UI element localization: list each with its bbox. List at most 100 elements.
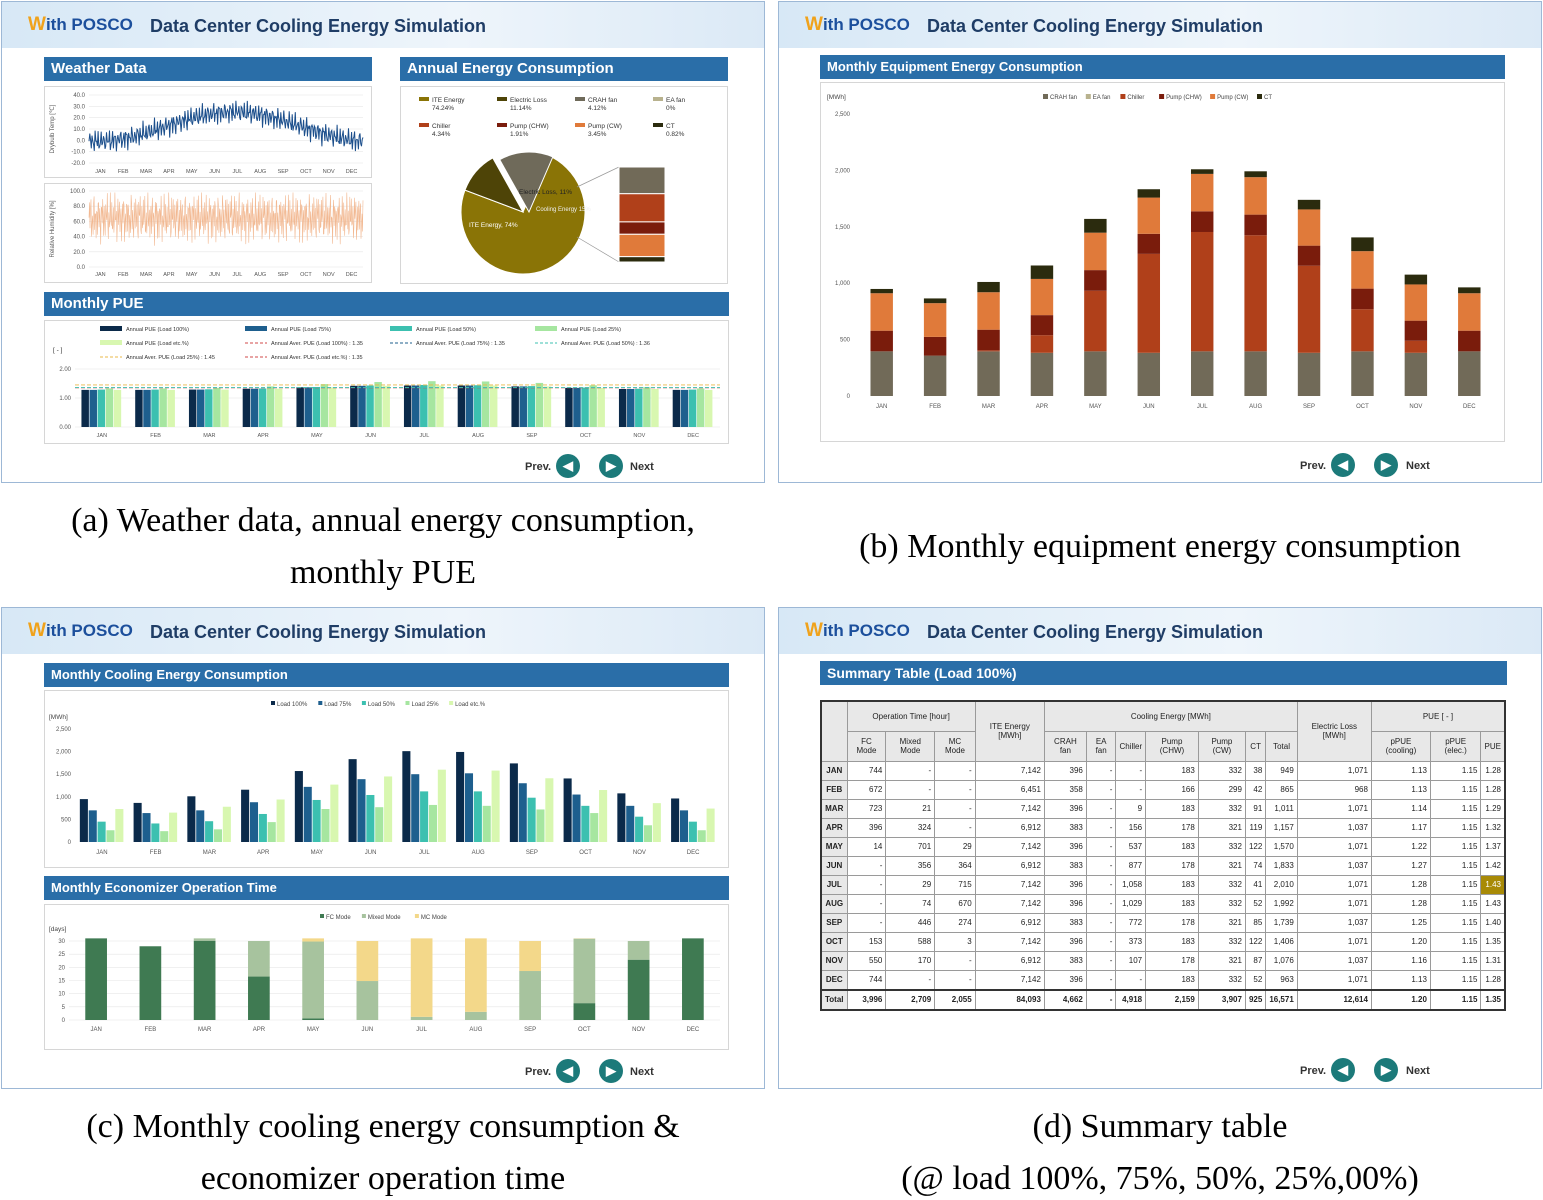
equipment-bar-segment bbox=[923, 303, 947, 337]
month-label: AUG bbox=[254, 272, 266, 278]
next-button[interactable]: ▶ bbox=[599, 454, 623, 478]
value-cell: 170 bbox=[885, 950, 936, 971]
pue-bar bbox=[374, 382, 382, 427]
table-row: NOV 550 170-6,912 383-107 178 321 87 1,076 1,037… bbox=[820, 950, 1506, 971]
prev-button[interactable]: ◀ bbox=[1331, 1058, 1355, 1082]
value-cell: 156 bbox=[1115, 817, 1147, 838]
next-label[interactable]: Next bbox=[630, 1066, 654, 1078]
value-cell: 1.15 bbox=[1429, 817, 1482, 838]
month-label: DEC bbox=[1463, 404, 1476, 410]
value-cell: 2,010 bbox=[1265, 874, 1298, 895]
value-cell: 1,071 bbox=[1296, 798, 1372, 819]
value-cell: 7,142 bbox=[974, 893, 1045, 914]
month-label: JUN bbox=[365, 433, 376, 439]
value-cell: 84,093 bbox=[974, 988, 1045, 1010]
pue-bar bbox=[696, 388, 705, 427]
value-cell: 1.15 bbox=[1429, 950, 1482, 971]
month-label: FEB bbox=[145, 1027, 157, 1033]
legend-label: Electric Loss bbox=[510, 97, 548, 104]
tick-label: 2.00 bbox=[59, 367, 71, 373]
economizer-bar-segment bbox=[627, 959, 650, 1020]
cooling-bar bbox=[473, 791, 482, 842]
value-cell: 1,739 bbox=[1265, 912, 1298, 933]
value-cell: 1,406 bbox=[1265, 931, 1298, 952]
pue-bar bbox=[481, 381, 490, 427]
equipment-bar-segment bbox=[1244, 171, 1267, 178]
economizer-time-chart: FC Mode Mixed Mode MC Mode [days] 30 25 20 15 10… bbox=[49, 914, 720, 1033]
cooling-bar bbox=[258, 813, 267, 842]
prev-label[interactable]: Prev. bbox=[525, 1066, 552, 1078]
legend-swatch bbox=[419, 97, 429, 101]
legend-swatch bbox=[100, 340, 122, 345]
equipment-chart-box: CRAH fan EA fan Chiller Pump (CHW) Pump (CW)… bbox=[820, 82, 1505, 442]
economizer-bar-segment bbox=[519, 971, 541, 1020]
next-button[interactable]: ▶ bbox=[1374, 1058, 1398, 1082]
month-label: AUG bbox=[472, 850, 485, 856]
tick-label: 30.0 bbox=[73, 104, 85, 110]
value-cell: - bbox=[1085, 874, 1117, 895]
legend-swatch bbox=[1043, 94, 1048, 99]
pue-bar bbox=[167, 389, 175, 427]
month-label: JUL bbox=[416, 1027, 427, 1033]
next-button[interactable]: ▶ bbox=[599, 1059, 623, 1083]
tick-label: 0 bbox=[68, 840, 72, 846]
equipment-bar-segment bbox=[1190, 173, 1214, 212]
prev-button[interactable]: ◀ bbox=[1331, 453, 1355, 477]
tick-label: 25 bbox=[58, 952, 65, 958]
pue-bar bbox=[627, 389, 635, 427]
pue-bar bbox=[412, 385, 420, 427]
cooling-energy-chart: Load 100% Load 75% Load 50% Load 25% Load et… bbox=[49, 701, 715, 856]
prev-label[interactable]: Prev. bbox=[1300, 1065, 1327, 1077]
prev-label[interactable]: Prev. bbox=[1300, 460, 1327, 472]
pue-bar bbox=[382, 385, 390, 427]
pue-bar bbox=[105, 388, 114, 427]
economizer-chart-box: FC Mode Mixed Mode MC Mode [days] 30 25 20 15 10… bbox=[44, 904, 729, 1050]
value-cell: 183 bbox=[1145, 969, 1199, 990]
value-cell: 74 bbox=[885, 893, 936, 914]
month-cell: APR bbox=[820, 817, 848, 838]
pue-bar bbox=[312, 386, 321, 427]
legend-label: Annual PUE (Load 25%) bbox=[561, 327, 621, 333]
next-label[interactable]: Next bbox=[630, 461, 654, 473]
month-label: MAR bbox=[203, 433, 215, 439]
equipment-bar-segment bbox=[1030, 278, 1054, 316]
equipment-bar-segment bbox=[870, 288, 893, 294]
legend-label: Annual PUE (Load 100%) bbox=[126, 327, 189, 333]
month-label: FEB bbox=[150, 433, 161, 439]
prev-button[interactable]: ◀ bbox=[556, 1059, 580, 1083]
month-cell: SEP bbox=[820, 912, 848, 933]
temp-chart-box: 40.0 30.0 20.0 10.0 0.0 -10.0 -20.0 Drybulb Tem… bbox=[44, 86, 372, 178]
month-label: JUN bbox=[209, 272, 220, 278]
value-cell: 107 bbox=[1115, 950, 1147, 971]
cooling-breakdown-segment bbox=[618, 221, 666, 235]
equipment-bar-segment bbox=[1190, 231, 1214, 352]
value-cell: 1,570 bbox=[1265, 836, 1298, 857]
value-cell: - bbox=[934, 779, 976, 800]
value-cell: 1.13 bbox=[1370, 760, 1431, 781]
legend-label: Pump (CHW) bbox=[510, 123, 549, 130]
next-label[interactable]: Next bbox=[1406, 460, 1430, 472]
month-label: JAN bbox=[90, 1027, 101, 1033]
cooling-bar bbox=[420, 791, 429, 842]
value-cell: 321 bbox=[1197, 855, 1246, 876]
equipment-bar-segment bbox=[1458, 351, 1481, 396]
cooling-bar bbox=[652, 803, 661, 842]
value-cell: - bbox=[1085, 855, 1117, 876]
next-label[interactable]: Next bbox=[1406, 1065, 1430, 1077]
arrow-right-icon: ▶ bbox=[1381, 457, 1391, 472]
month-label: MAY bbox=[186, 169, 198, 175]
value-cell: 1.35 bbox=[1480, 931, 1506, 952]
value-cell: 178 bbox=[1145, 817, 1199, 838]
value-cell: - bbox=[934, 760, 976, 781]
next-button[interactable]: ▶ bbox=[1374, 453, 1398, 477]
prev-button[interactable]: ◀ bbox=[556, 454, 580, 478]
value-cell: 1.28 bbox=[1370, 893, 1431, 914]
month-cell: OCT bbox=[820, 931, 848, 952]
month-label: JUL bbox=[233, 169, 243, 175]
value-cell: 925 bbox=[1244, 988, 1267, 1010]
legend-label: Pump (CW) bbox=[1217, 95, 1248, 101]
prev-label[interactable]: Prev. bbox=[525, 461, 552, 473]
caption-c: (c) Monthly cooling energy consumption &… bbox=[86, 1108, 680, 1197]
section-equipment-energy: Monthly Equipment Energy Consumption bbox=[820, 55, 1505, 79]
pue-bar bbox=[428, 381, 436, 427]
